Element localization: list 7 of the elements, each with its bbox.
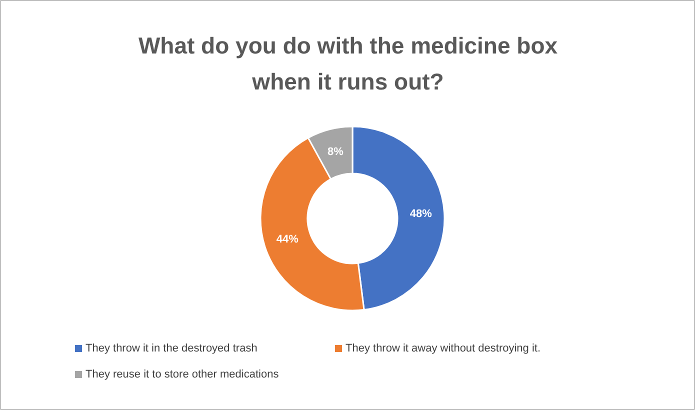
chart-title: What do you do with the medicine box when it runs out? (138, 32, 558, 94)
data-label: 44% (276, 234, 299, 246)
legend-label: They reuse it to store other medications (86, 368, 280, 380)
legend-label: They throw it in the destroyed trash (86, 342, 258, 354)
data-label: 48% (410, 208, 432, 220)
data-label: 8% (328, 146, 344, 158)
legend-label: They throw it away without destroying it. (346, 342, 541, 354)
